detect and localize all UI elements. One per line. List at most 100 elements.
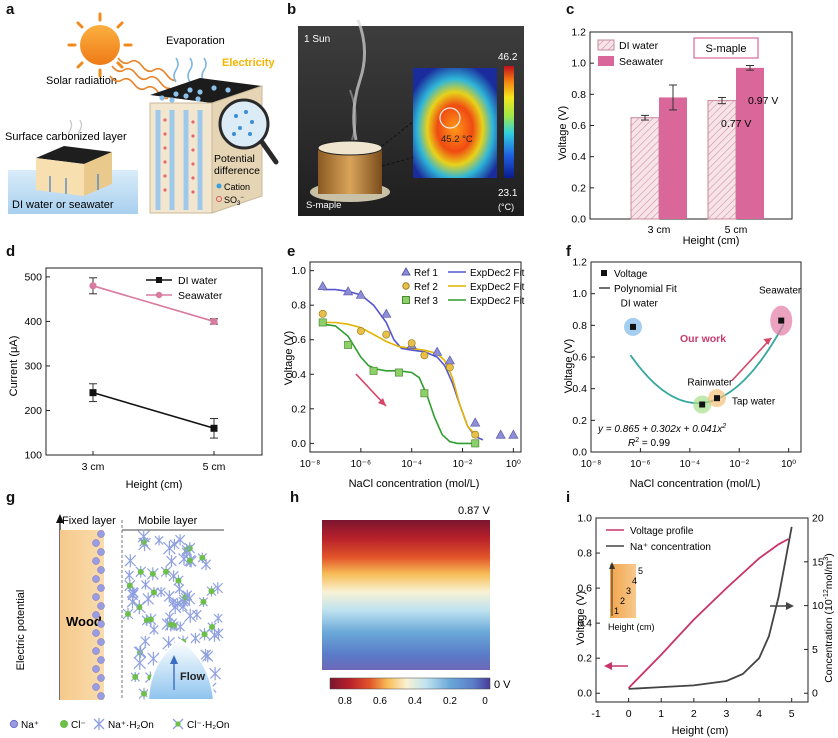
thermal-image <box>413 68 497 178</box>
small-sample <box>8 119 138 214</box>
cl-ion-icon <box>126 582 133 589</box>
chart-e-legend-fit2: ExpDec2 Fit <box>470 282 525 293</box>
chart-e-ytick-label: 1.0 <box>291 265 306 277</box>
chart-e-point <box>471 439 480 448</box>
chart-c-annotation: 0.77 V <box>721 118 751 130</box>
hydrated-ion-icon <box>134 645 147 659</box>
chart-e-point <box>369 366 378 375</box>
chart-i-legend-conc: Na⁺ concentration <box>630 542 711 553</box>
chart-f-ytick-label: 1.2 <box>572 257 587 269</box>
chart-e-xtick-label: 10⁻⁴ <box>401 459 422 470</box>
chart-i-xtick-label: 1 <box>658 708 664 720</box>
chart-f-ytick-label: 0.6 <box>572 352 587 364</box>
cl-ion-icon <box>137 568 144 575</box>
cl-ion-icon <box>167 621 174 628</box>
chart-i-ytick-label: 0.2 <box>577 653 592 665</box>
hydrated-ion-icon <box>124 554 137 568</box>
legend-na: Na⁺ <box>21 720 39 731</box>
chart-i-concentration-line <box>628 526 793 690</box>
cl-ion-icon <box>175 577 182 584</box>
chart-d-ylabel: Current (μA) <box>8 336 20 397</box>
wood-label: Wood <box>66 614 102 629</box>
chart-c-ytick-label: 0.0 <box>571 214 586 226</box>
cl-legend-icon <box>60 720 68 728</box>
chart-d-frame <box>45 267 263 456</box>
chart-c-legend-di: DI water <box>619 40 659 52</box>
chart-c-legend-sea: Seawater <box>619 56 664 68</box>
chart-e-frame <box>309 261 522 453</box>
chart-f-r2: R2 = 0.99 <box>628 437 670 449</box>
chart-f-point-label: Tap water <box>732 397 776 408</box>
chart-i-ytick-right-label: 5 <box>812 644 818 656</box>
chart-e-fit-line <box>322 288 484 441</box>
chart-c-ytick-label: 0.4 <box>571 151 586 163</box>
chart-d-series-line <box>92 285 215 323</box>
panel-letter-c: c <box>566 1 574 18</box>
chart-f-work-arrow <box>731 337 772 382</box>
hydrated-ion-icon <box>137 529 150 544</box>
flow-region <box>146 638 216 701</box>
chart-f-xtick-label: 10⁻⁸ <box>581 459 602 470</box>
sun-intensity-label: 1 Sun <box>304 34 330 45</box>
inset-tick-1: 1 <box>614 606 619 616</box>
chart-i-voltage-line <box>627 538 789 689</box>
chart-f: Voltage (V) NaCl concentration (mol/L) V… <box>563 257 802 491</box>
magnifier-icon <box>218 98 279 165</box>
hydrated-ion-icon <box>212 582 224 594</box>
chart-e-legend-fit3: ExpDec2 Fit <box>470 296 525 307</box>
chart-e-point <box>355 289 366 299</box>
chart-i-ylabel-right: Concentration (10-12mol/m3) <box>823 553 835 683</box>
legend-cl-hydrated: Cl⁻·H₂On <box>187 720 230 731</box>
hydrated-ion-icon <box>200 558 212 571</box>
hydrated-ion-icon <box>213 613 223 624</box>
chart-i-ytick-label: 0.8 <box>577 548 592 560</box>
chart-c-bar <box>736 67 764 219</box>
chart-e-fit-line <box>322 323 476 445</box>
chart-f-point-label: Rainwater <box>687 378 733 389</box>
chart-e-point <box>381 308 392 318</box>
chart-d-ytick-label: 300 <box>24 360 42 372</box>
sun-icon <box>67 12 133 78</box>
hbar-tick-1: 0.6 <box>373 696 387 707</box>
cl-ion-icon <box>132 673 139 680</box>
chart-e-xtick-label: 10⁻² <box>453 459 473 470</box>
inset-label: Height (cm) <box>608 622 655 632</box>
chart-f-legend: Voltage Polynomial Fit <box>599 269 677 295</box>
chart-f-highlight: Our work <box>680 333 726 345</box>
chart-e-ytick-label: 0.4 <box>291 369 306 381</box>
chart-c-bar <box>707 100 737 220</box>
chart-i-ytick-right-label: 10 <box>812 600 824 612</box>
hydrated-ion-icon <box>140 635 151 647</box>
anion-label: SO3− <box>224 195 244 207</box>
hydrated-ion-icon <box>163 590 175 603</box>
carbonized-layer-label: Surface carbonized layer <box>5 131 127 143</box>
chart-e-point <box>317 280 328 291</box>
chart-f-ylabel: Voltage (V) <box>563 339 575 393</box>
chart-e-fit-line <box>322 321 476 436</box>
chart-d-legend-sea: Seawater <box>178 290 223 302</box>
hydrated-ion-icon <box>149 624 159 635</box>
cl-ion-icon <box>136 604 143 611</box>
panel-letter-i: i <box>566 489 570 506</box>
chart-d-ytick-label: 100 <box>24 450 42 462</box>
chart-f-legend-voltage: Voltage <box>614 269 648 280</box>
water-label: DI water or seawater <box>12 199 114 211</box>
hbar-tick-4: 0 <box>482 696 488 707</box>
chart-e-point <box>318 309 327 318</box>
chart-f-work-arrowhead <box>763 338 772 345</box>
hydrated-ion-icon <box>178 601 188 612</box>
chart-c-annotation: 0.97 V <box>748 95 778 107</box>
chart-e-point <box>382 330 391 339</box>
chart-e-point <box>444 355 455 365</box>
chart-f-xtick-label: 10⁻² <box>729 459 749 470</box>
chart-i-ytick-right-label: 15 <box>812 556 824 568</box>
hydrated-ion-icon <box>156 587 166 598</box>
cl-ion-icon <box>199 554 206 561</box>
chart-f-equation: y = 0.865 + 0.302x + 0.041x2 <box>597 423 726 435</box>
chart-c-ytick-label: 0.2 <box>571 182 586 194</box>
panel-letter-d: d <box>6 243 15 260</box>
flow-label: Flow <box>180 671 205 683</box>
hydrated-ion-icon <box>141 579 150 590</box>
chart-c-ytick-label: 0.8 <box>571 89 586 101</box>
chart-e-point <box>344 340 353 349</box>
